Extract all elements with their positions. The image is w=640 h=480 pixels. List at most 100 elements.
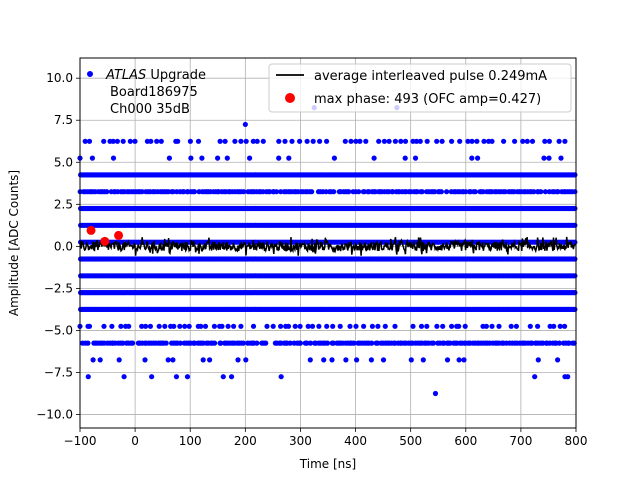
blue-point	[343, 357, 349, 363]
y-tick-label: 2.5	[54, 197, 73, 211]
x-tick-label: 500	[399, 434, 422, 448]
blue-outlier-point	[173, 374, 180, 380]
blue-point	[508, 323, 514, 329]
blue-point	[337, 323, 343, 329]
blue-point	[474, 138, 480, 144]
blue-point	[207, 357, 213, 363]
blue-point	[386, 138, 392, 144]
blue-point	[555, 357, 561, 363]
blue-point	[342, 138, 348, 144]
x-tick-label: 800	[565, 434, 588, 448]
blue-point	[101, 323, 107, 329]
blue-point	[243, 138, 249, 144]
blue-point	[198, 323, 204, 329]
max-phase-point	[100, 236, 110, 246]
blue-point	[278, 323, 284, 329]
y-tick-label: −5.0	[44, 323, 73, 337]
blue-point	[424, 323, 430, 329]
blue-point	[297, 138, 303, 144]
blue-point	[143, 323, 149, 329]
x-tick-label: −100	[64, 434, 97, 448]
blue-point	[142, 357, 148, 363]
blue-point	[309, 189, 315, 195]
blue-point	[171, 323, 177, 329]
blue-point	[440, 323, 446, 329]
blue-point	[424, 138, 430, 144]
blue-point	[270, 323, 276, 329]
blue-point	[381, 138, 387, 144]
blue-point	[324, 138, 330, 144]
blue-outlier-point	[184, 374, 191, 380]
blue-point	[524, 138, 530, 144]
blue-outlier-point	[242, 121, 248, 128]
blue-point	[182, 323, 188, 329]
y-axis-label: Amplitude [ADC Counts]	[7, 170, 21, 316]
board-label: Board186975	[110, 85, 198, 100]
blue-point	[392, 323, 398, 329]
blue-point	[292, 323, 298, 329]
atlas-legend-marker	[87, 71, 93, 77]
blue-point	[449, 323, 455, 329]
blue-point	[235, 357, 241, 363]
blue-point	[462, 323, 468, 329]
blue-point	[285, 323, 292, 329]
blue-point	[572, 306, 578, 312]
blue-point	[158, 138, 164, 144]
y-tick-label: −10.0	[36, 408, 73, 422]
blue-point	[254, 138, 260, 144]
blue-point	[127, 138, 133, 144]
blue-point	[472, 189, 478, 195]
blue-point	[572, 290, 578, 296]
y-tick-label: 5.0	[54, 155, 73, 169]
blue-point	[572, 172, 578, 178]
blue-point	[541, 155, 547, 161]
blue-points	[77, 105, 578, 397]
x-tick-label: 600	[454, 434, 477, 448]
blue-outlier-point	[278, 374, 284, 380]
blue-point	[538, 189, 544, 195]
blue-point	[188, 155, 194, 161]
blue-point	[444, 189, 450, 195]
blue-point	[461, 357, 467, 363]
blue-point	[353, 323, 359, 329]
legend-marker-swatch	[285, 93, 295, 103]
blue-point	[247, 155, 253, 161]
blue-point	[572, 273, 578, 279]
blue-point	[483, 323, 489, 329]
x-axis-label: Time [ns]	[299, 457, 356, 471]
blue-point	[263, 340, 269, 346]
blue-point	[380, 357, 387, 363]
blue-point	[199, 155, 205, 161]
blue-point	[481, 138, 487, 144]
blue-outlier-point	[532, 374, 538, 380]
blue-point	[195, 138, 202, 144]
legend-marker-label: max phase: 493 (OFC amp=0.427)	[314, 92, 541, 107]
blue-point	[457, 138, 463, 144]
blue-outlier-point	[85, 374, 91, 380]
x-tick-label: 300	[289, 434, 312, 448]
blue-point	[219, 323, 225, 329]
blue-point	[438, 189, 444, 195]
blue-point	[222, 138, 228, 144]
blue-point	[264, 323, 270, 329]
blue-point	[572, 189, 578, 195]
blue-point	[546, 155, 552, 161]
blue-point	[357, 138, 363, 144]
blue-point	[375, 323, 381, 329]
blue-point	[572, 222, 578, 228]
blue-point	[118, 323, 124, 329]
blue-point	[186, 323, 192, 329]
blue-point	[361, 323, 367, 329]
blue-point	[147, 323, 153, 329]
blue-point	[369, 340, 375, 346]
blue-point	[217, 138, 223, 144]
blue-point	[316, 323, 322, 329]
legend-line-label: average interleaved pulse 0.249mA	[314, 69, 547, 84]
blue-point	[456, 323, 462, 329]
blue-outlier-point	[220, 374, 226, 380]
blue-point	[331, 189, 337, 195]
blue-point	[120, 138, 126, 144]
blue-point	[324, 323, 330, 329]
blue-point	[348, 138, 354, 144]
x-tick-label: 700	[509, 434, 532, 448]
